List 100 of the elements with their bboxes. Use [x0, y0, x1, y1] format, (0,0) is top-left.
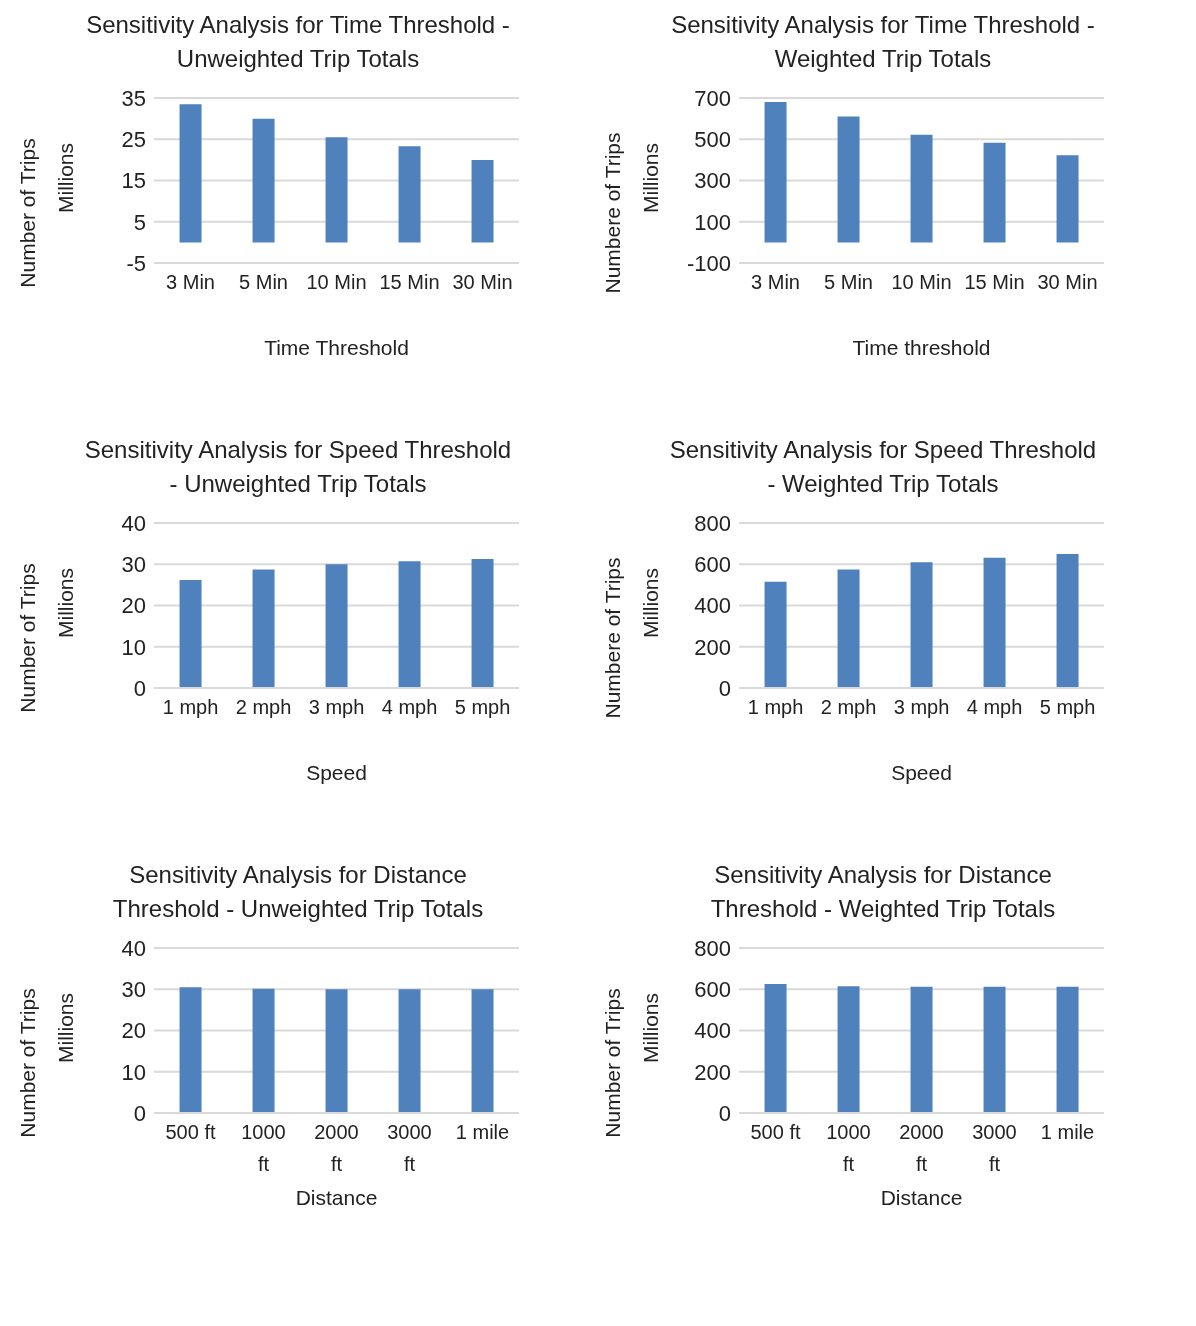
bar	[910, 134, 933, 243]
x-tick-label: 1 mile	[455, 1121, 510, 1143]
chart-title: Sensitivity Analysis for Speed Threshold - Weighted Trip Totals	[669, 436, 1097, 497]
bar	[252, 118, 275, 243]
x-tick-label: 4 mph	[966, 696, 1023, 718]
bar	[837, 116, 860, 243]
y-tick-label: 800	[694, 510, 731, 536]
x-axis-title: Distance	[294, 1186, 379, 1210]
x-tick-label: 5 mph	[1039, 696, 1096, 718]
x-tick-label: 1000 ft	[826, 1121, 871, 1175]
y-tick-label: 30	[121, 552, 146, 578]
bar	[325, 137, 348, 243]
text: Millions	[639, 567, 663, 639]
text: Millions	[639, 142, 663, 214]
y-tick-label: 20	[121, 1018, 146, 1044]
y-tick-label: 100	[694, 209, 731, 235]
bar	[764, 581, 787, 688]
x-tick-label: 500 ft	[165, 1121, 216, 1143]
y-tick-label: 40	[121, 935, 146, 961]
y-tick-label: 800	[694, 935, 731, 961]
y-tick-label: 700	[694, 85, 731, 111]
bar	[179, 104, 202, 243]
text: Millions	[54, 567, 78, 639]
y-axis-title: Number of Trips	[16, 988, 40, 1138]
chart-title: Sensitivity Analysis for Distance Threshold - Weighted Trip Totals	[710, 861, 1056, 922]
text: Millions	[54, 142, 78, 214]
y-axis-title: Numbere of Trips	[601, 132, 625, 294]
y-tick-label: 0	[133, 1100, 146, 1126]
y-tick-label: 40	[121, 510, 146, 536]
x-axis-title: Distance	[879, 1186, 964, 1210]
y-tick-label: -5	[126, 250, 146, 276]
y-tick-label: 0	[718, 1100, 731, 1126]
x-tick-label: 3000 ft	[972, 1121, 1017, 1175]
x-tick-label: 1 mile	[1040, 1121, 1095, 1143]
y-tick-label: 0	[133, 675, 146, 701]
y-axis-title: Numbere of Trips	[601, 557, 625, 719]
y-tick-label: 200	[694, 1059, 731, 1085]
bar	[252, 569, 275, 688]
x-axis-title: Time Threshold	[263, 336, 410, 360]
x-tick-label: 15 Min	[964, 271, 1025, 293]
x-tick-label: 3 mph	[893, 696, 950, 718]
x-tick-label: 1 mph	[747, 696, 804, 718]
chart-title: Sensitivity Analysis for Distance Threshold - Unweighted Trip Totals	[112, 861, 484, 922]
y-tick-label: 400	[694, 593, 731, 619]
y-tick-label: 200	[694, 634, 731, 660]
y-tick-label: 300	[694, 168, 731, 194]
x-tick-label: 10 Min	[306, 271, 367, 293]
x-tick-label: 3000 ft	[387, 1121, 432, 1175]
y-tick-label: 35	[121, 85, 146, 111]
x-tick-label: 3 Min	[751, 271, 800, 293]
x-tick-label: 2 mph	[235, 696, 292, 718]
y-axis-title: Number of Trips	[601, 988, 625, 1138]
y-tick-label: 400	[694, 1018, 731, 1044]
bar	[179, 579, 202, 688]
x-tick-label: 3 mph	[308, 696, 365, 718]
chart-title: Sensitivity Analysis for Time Threshold - Weighted Trip Totals	[671, 11, 1095, 72]
chart-title: Sensitivity Analysis for Speed Threshold - Unweighted Trip Totals	[84, 436, 512, 497]
x-tick-label: 5 Min	[239, 271, 288, 293]
x-tick-label: 2 mph	[820, 696, 877, 718]
x-tick-label: 2000 ft	[899, 1121, 944, 1175]
y-tick-label: 20	[121, 593, 146, 619]
y-tick-label: 15	[121, 168, 146, 194]
text: Millions	[639, 992, 663, 1064]
x-tick-label: 2000 ft	[314, 1121, 359, 1175]
bar	[398, 561, 421, 688]
x-axis-title: Time threshold	[851, 336, 992, 360]
x-axis-title: Speed	[890, 761, 953, 785]
y-tick-label: 10	[121, 1059, 146, 1085]
bar	[471, 558, 494, 688]
bar	[1056, 155, 1079, 243]
x-tick-label: 1 mph	[162, 696, 219, 718]
x-tick-label: 500 ft	[750, 1121, 801, 1143]
bar	[837, 569, 860, 688]
y-tick-label: 25	[121, 127, 146, 153]
bar	[1056, 553, 1079, 688]
y-tick-label: 5	[133, 209, 146, 235]
text: Millions	[54, 992, 78, 1064]
y-tick-label: 500	[694, 127, 731, 153]
bar	[983, 557, 1006, 688]
x-tick-label: 10 Min	[891, 271, 952, 293]
x-axis-title: Speed	[305, 761, 368, 785]
bar	[983, 142, 1006, 243]
bar	[325, 564, 348, 688]
bar	[471, 159, 494, 243]
x-tick-label: 15 Min	[379, 271, 440, 293]
y-tick-label: 0	[718, 675, 731, 701]
bar	[398, 146, 421, 243]
y-axis-title: Number of Trips	[16, 563, 40, 713]
bar	[764, 101, 787, 243]
y-tick-label: 30	[121, 977, 146, 1003]
x-tick-label: 3 Min	[166, 271, 215, 293]
x-tick-label: 30 Min	[452, 271, 513, 293]
x-tick-label: 30 Min	[1037, 271, 1098, 293]
x-tick-label: 4 mph	[381, 696, 438, 718]
y-axis-title: Number of Trips	[16, 138, 40, 288]
x-tick-label: 1000 ft	[241, 1121, 286, 1175]
y-tick-label: 600	[694, 552, 731, 578]
bar	[910, 562, 933, 688]
x-tick-label: 5 mph	[454, 696, 511, 718]
y-tick-label: -100	[686, 250, 731, 276]
